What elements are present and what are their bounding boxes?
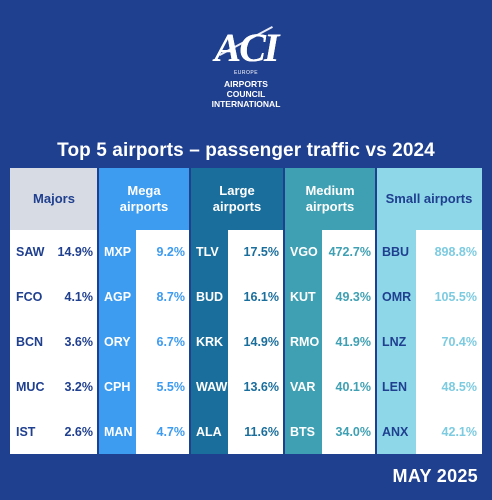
airport-code: ORY	[104, 334, 131, 349]
growth-value: 11.6%	[244, 424, 279, 439]
growth-value: 4.1%	[64, 290, 94, 305]
airport-code: ANX	[382, 424, 409, 439]
page-title: Top 5 airports – passenger traffic vs 20…	[57, 140, 435, 161]
column-medium-airports: Medium airports VGO KUT RMO VAR BTS 472.7% 49.3…	[284, 168, 376, 454]
growth-value: 3.6%	[64, 334, 94, 349]
growth-value: 70.4%	[441, 334, 477, 349]
airport-code: LEN	[382, 379, 407, 394]
growth-value: 5.5%	[156, 379, 186, 394]
traffic-growth-values: 17.5% 16.1% 14.9% 13.6% 11.6%	[228, 230, 284, 454]
growth-value: 17.5%	[243, 245, 279, 260]
airports-table: Majors SAW FCO BCN MUC IST 14.9% 4.1% 3.6% 3.2% 2.…	[10, 168, 482, 454]
airport-code: LNZ	[382, 334, 407, 349]
airport-code: MXP	[104, 245, 132, 260]
traffic-growth-values: 14.9% 4.1% 3.6% 3.2% 2.6%	[54, 230, 98, 454]
growth-value: 34.0%	[335, 424, 371, 439]
logo-name-line1: AIRPORTS COUNCIL	[224, 79, 268, 99]
airport-codes: MXP AGP ORY CPH MAN	[98, 230, 136, 454]
logo-mark: ACI	[214, 25, 280, 70]
logo-name: AIRPORTS COUNCIL INTERNATIONAL	[210, 79, 282, 109]
airport-code: SAW	[16, 245, 45, 260]
logo-name-line2: INTERNATIONAL	[211, 99, 281, 109]
airport-codes: BBU OMR LNZ LEN ANX	[376, 230, 416, 454]
traffic-growth-values: 898.8% 105.5% 70.4% 48.5% 42.1%	[416, 230, 482, 454]
aci-europe-logo: ACI EUROPE AIRPORTS COUNCIL INTERNATIONA…	[210, 25, 282, 116]
traffic-growth-values: 9.2% 8.7% 6.7% 5.5% 4.7%	[136, 230, 190, 454]
column-header: Majors	[10, 168, 98, 230]
airport-code: BTS	[290, 424, 315, 439]
airport-code: IST	[16, 424, 36, 439]
airport-code: MUC	[16, 379, 45, 394]
growth-value: 472.7%	[328, 245, 371, 260]
growth-value: 9.2%	[156, 245, 186, 260]
column-header: Medium airports	[284, 168, 376, 230]
airport-code: VGO	[290, 245, 318, 260]
airport-code: FCO	[16, 290, 43, 305]
airport-code: KRK	[196, 334, 224, 349]
airport-codes: TLV BUD KRK WAW ALA	[190, 230, 228, 454]
growth-value: 40.1%	[335, 379, 371, 394]
growth-value: 41.9%	[335, 334, 371, 349]
growth-value: 16.1%	[243, 290, 279, 305]
column-divider	[283, 168, 285, 454]
airport-code: TLV	[196, 245, 219, 260]
airport-code: WAW	[196, 379, 228, 394]
growth-value: 4.7%	[156, 424, 186, 439]
airport-code: BCN	[16, 334, 44, 349]
growth-value: 2.6%	[64, 424, 94, 439]
growth-value: 898.8%	[434, 245, 477, 260]
column-mega-airports: Mega airports MXP AGP ORY CPH MAN 9.2% 8.7% 6.7%…	[98, 168, 190, 454]
growth-value: 14.9%	[57, 245, 93, 260]
growth-value: 105.5%	[434, 290, 477, 305]
column-divider	[97, 168, 99, 454]
growth-value: 3.2%	[64, 379, 94, 394]
airport-code: AGP	[104, 290, 132, 305]
column-small-airports: Small airports BBU OMR LNZ LEN ANX 898.8% 105.5…	[376, 168, 482, 454]
airport-code: CPH	[104, 379, 131, 394]
column-header: Small airports	[376, 168, 482, 230]
column-large-airports: Large airports TLV BUD KRK WAW ALA 17.5% 16.1% 1…	[190, 168, 284, 454]
traffic-growth-values: 472.7% 49.3% 41.9% 40.1% 34.0%	[322, 230, 376, 454]
airport-code: ALA	[196, 424, 222, 439]
column-divider	[189, 168, 191, 454]
column-divider	[375, 168, 377, 454]
growth-value: 14.9%	[243, 334, 279, 349]
airport-code: RMO	[290, 334, 320, 349]
column-header: Large airports	[190, 168, 284, 230]
column-majors: Majors SAW FCO BCN MUC IST 14.9% 4.1% 3.6% 3.2% 2.…	[10, 168, 98, 454]
airport-codes: VGO KUT RMO VAR BTS	[284, 230, 322, 454]
airport-codes: SAW FCO BCN MUC IST	[10, 230, 54, 454]
growth-value: 49.3%	[335, 290, 371, 305]
growth-value: 8.7%	[156, 290, 186, 305]
column-header: Mega airports	[98, 168, 190, 230]
growth-value: 48.5%	[441, 379, 477, 394]
airport-code: MAN	[104, 424, 133, 439]
airport-code: OMR	[382, 290, 412, 305]
report-date: MAY 2025	[392, 466, 478, 486]
airport-code: KUT	[290, 290, 316, 305]
airport-code: VAR	[290, 379, 316, 394]
airport-code: BBU	[382, 245, 410, 260]
logo-region: EUROPE	[233, 70, 259, 76]
airport-code: BUD	[196, 290, 224, 305]
growth-value: 42.1%	[441, 424, 477, 439]
growth-value: 13.6%	[243, 379, 279, 394]
growth-value: 6.7%	[156, 334, 186, 349]
